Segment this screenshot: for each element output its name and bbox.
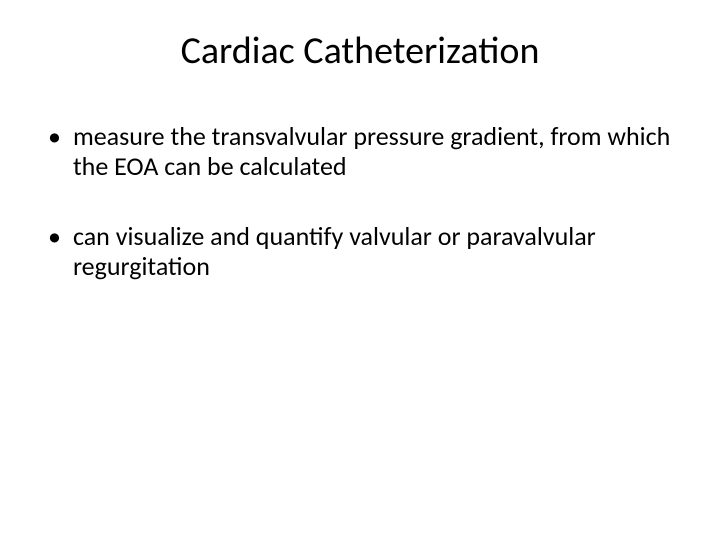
- bullet-text: measure the transvalvular pressure gradi…: [73, 122, 680, 182]
- slide-container: Cardiac Catheterization • measure the tr…: [0, 0, 720, 540]
- slide-title: Cardiac Catheterization: [40, 28, 680, 74]
- bullet-item: • measure the transvalvular pressure gra…: [48, 122, 680, 182]
- content-area: • measure the transvalvular pressure gra…: [40, 122, 680, 282]
- bullet-marker: •: [48, 222, 61, 252]
- bullet-text: can visualize and quantify valvular or p…: [73, 222, 680, 282]
- bullet-marker: •: [48, 122, 61, 152]
- bullet-item: • can visualize and quantify valvular or…: [48, 222, 680, 282]
